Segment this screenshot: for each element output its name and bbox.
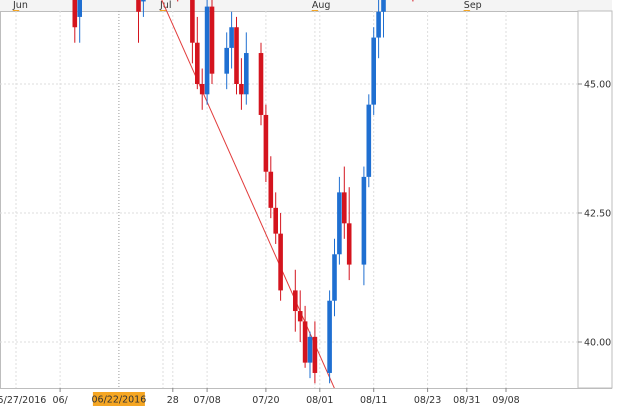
candle-down xyxy=(273,192,278,244)
y-axis-area xyxy=(577,10,613,389)
grid-layer xyxy=(0,11,579,389)
x-tick-label: 08/23 xyxy=(414,395,441,406)
candle-down xyxy=(258,42,264,126)
candle-down xyxy=(209,0,215,84)
candle-body xyxy=(190,0,195,43)
x-tick-label: 08/01 xyxy=(306,395,333,406)
candle-up xyxy=(376,0,381,59)
candle-down xyxy=(297,290,303,342)
candle-body xyxy=(77,0,82,17)
crosshair-date-badge-bg xyxy=(92,392,145,406)
candle-body xyxy=(268,171,274,208)
candle-up xyxy=(307,331,313,379)
candle-down xyxy=(293,269,298,332)
candle-body xyxy=(332,254,337,301)
month-strip-bg xyxy=(0,0,612,11)
candle-down xyxy=(263,104,269,183)
candle-body xyxy=(337,192,342,255)
candle-body xyxy=(371,37,376,105)
candle-layer xyxy=(72,0,414,384)
candle-body xyxy=(312,336,318,373)
candle-up xyxy=(361,166,367,286)
candle-up xyxy=(381,0,386,38)
month-label: Sep xyxy=(464,0,482,11)
trend-line xyxy=(161,0,335,389)
x-tick-label: 28 xyxy=(167,395,179,406)
month-label: Jun xyxy=(12,0,28,11)
candle-body xyxy=(141,0,146,2)
candle-down xyxy=(278,213,283,301)
trend-layer xyxy=(161,0,335,389)
candle-down xyxy=(234,16,239,95)
candle-body xyxy=(361,176,367,265)
candle-body xyxy=(302,321,308,363)
month-label: Aug xyxy=(312,0,331,11)
candle-up xyxy=(229,11,234,69)
candle-down xyxy=(346,187,352,281)
candle-up xyxy=(332,238,337,317)
candle-body xyxy=(136,0,141,12)
candle-body xyxy=(234,27,239,85)
month-label: Jul xyxy=(159,0,171,11)
candle-down xyxy=(199,68,205,110)
y-tick-label: 42.50 xyxy=(584,209,611,220)
candle-body xyxy=(199,84,205,95)
candle-body xyxy=(327,300,332,373)
x-tick-label: 06/ xyxy=(52,395,68,406)
candle-down xyxy=(72,0,78,43)
plot-area xyxy=(0,11,579,389)
crosshair-date-text: 06/22/2016 xyxy=(92,395,147,406)
x-tick-label: 09/08 xyxy=(492,395,519,406)
candle-body xyxy=(381,0,386,12)
candle-down xyxy=(136,0,141,43)
candle-up xyxy=(244,32,249,105)
candle-body xyxy=(263,114,269,172)
y-tick-label: 45.00 xyxy=(584,80,611,91)
candle-up xyxy=(77,0,82,43)
candle-body xyxy=(258,53,264,115)
candle-up xyxy=(337,176,342,265)
candle-down xyxy=(195,16,200,90)
candle-up xyxy=(224,32,229,90)
candle-up xyxy=(204,0,210,105)
candle-body xyxy=(342,192,347,224)
candle-down xyxy=(312,321,318,384)
candle-down xyxy=(268,156,274,219)
crosshair-date-badge: 06/22/2016 xyxy=(92,392,147,406)
candle-body xyxy=(195,42,200,84)
candle-body xyxy=(204,6,210,95)
candle-up xyxy=(141,0,146,17)
x-tick-label: 08/31 xyxy=(453,395,480,406)
candle-down xyxy=(342,166,347,239)
candle-body xyxy=(278,233,283,291)
candle-body xyxy=(239,84,244,95)
candle-body xyxy=(224,47,229,74)
candle-body xyxy=(307,336,313,363)
x-tick-label: 07/20 xyxy=(252,395,279,406)
candle-up xyxy=(366,94,372,188)
candle-body xyxy=(297,311,303,322)
candle-body xyxy=(273,207,278,234)
x-tick-label: 5/27/2016 xyxy=(0,395,46,406)
candle-down xyxy=(239,58,244,110)
y-tick-label: 40.00 xyxy=(584,338,611,349)
candle-body xyxy=(366,104,372,177)
candle-body xyxy=(209,6,215,74)
candle-down xyxy=(190,0,195,64)
candle-body xyxy=(346,223,352,265)
candle-body xyxy=(376,11,381,38)
candle-up xyxy=(371,27,376,115)
x-axis-area xyxy=(0,388,612,409)
candle-body xyxy=(72,0,78,28)
candle-body xyxy=(293,290,298,312)
candle-up xyxy=(327,290,332,384)
candle-body xyxy=(229,27,234,48)
x-tick-label: 07/08 xyxy=(193,395,220,406)
candle-down xyxy=(302,305,308,368)
x-tick-label: 08/11 xyxy=(360,395,387,406)
candle-body xyxy=(244,53,249,95)
